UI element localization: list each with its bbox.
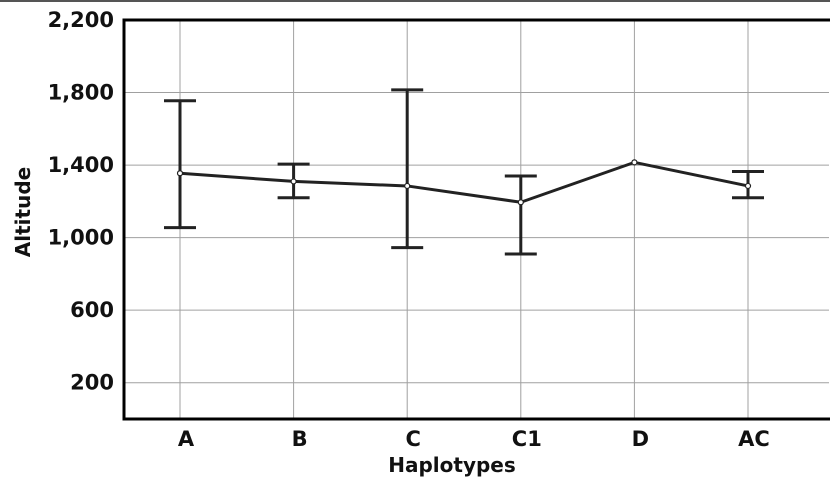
data-point [290,178,297,185]
y-tick-label: 600 [70,298,114,322]
x-tick-label: B [292,427,308,451]
y-tick-label: 1,000 [48,226,114,250]
series-layer [176,159,752,206]
x-tick-label: C [405,427,420,451]
y-tick-label: 2,200 [48,8,114,32]
data-point [517,199,524,206]
y-tick-labels: 200 600 1,000 1,400 1,800 2,200 [48,8,114,395]
data-point [744,182,752,190]
series-line [179,160,749,204]
x-tick-label: C1 [512,427,542,451]
y-tick-label: 1,800 [48,81,114,105]
data-point [631,159,638,166]
y-tick-label: 1,400 [48,153,114,177]
plot-frame [122,18,830,421]
y-axis-title: Altitude [11,167,35,257]
x-tick-label: D [632,427,649,451]
data-point [404,182,411,190]
x-tick-label: AC [738,427,770,451]
x-tick-labels: A B C C1 D AC [178,427,770,451]
x-tick-label: A [178,427,195,451]
y-tick-label: 200 [70,371,114,395]
x-axis-title: Haplotypes [388,453,516,477]
data-point [176,170,184,177]
gridlines [124,19,829,419]
